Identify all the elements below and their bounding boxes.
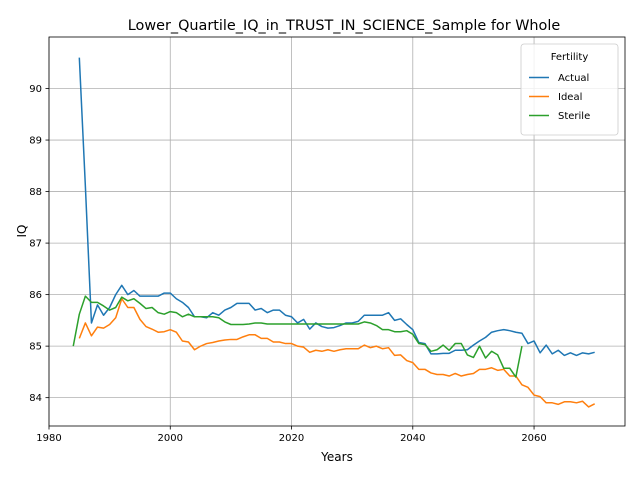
- chart-title: Lower_Quartile_IQ_in_TRUST_IN_SCIENCE_Sa…: [128, 18, 561, 34]
- x-tick-label: 2000: [158, 433, 183, 444]
- x-axis-label: Years: [320, 450, 353, 464]
- legend-entry-ideal: Ideal: [558, 92, 582, 103]
- y-tick-label: 86: [29, 290, 42, 301]
- y-tick-label: 89: [29, 136, 42, 147]
- legend: Fertility Actual Ideal Sterile: [520, 43, 619, 136]
- y-axis-label: IQ: [15, 225, 29, 238]
- series-line-sterile: [72, 295, 523, 378]
- gridlines: [48, 37, 625, 426]
- axis-ticks: 1980 2000 2020 2040 2060 84 85 86 87 88 89 90: [29, 84, 547, 444]
- legend-entry-actual: Actual: [558, 73, 589, 84]
- plot-frame: [48, 36, 626, 427]
- y-tick-label: 87: [29, 239, 42, 250]
- series-lines: [72, 57, 596, 408]
- y-tick-label: 84: [29, 393, 42, 404]
- x-tick-label: 2060: [521, 433, 546, 444]
- x-tick-label: 1980: [36, 433, 61, 444]
- legend-entry-sterile: Sterile: [558, 111, 590, 122]
- x-tick-label: 2040: [400, 433, 425, 444]
- series-line-ideal: [78, 297, 596, 408]
- x-tick-label: 2020: [279, 433, 304, 444]
- legend-box: [520, 43, 619, 136]
- series-line-actual: [78, 57, 595, 357]
- y-tick-label: 85: [29, 342, 42, 353]
- y-tick-label: 88: [29, 187, 42, 198]
- legend-title: Fertility: [551, 52, 589, 63]
- y-tick-label: 90: [29, 84, 42, 95]
